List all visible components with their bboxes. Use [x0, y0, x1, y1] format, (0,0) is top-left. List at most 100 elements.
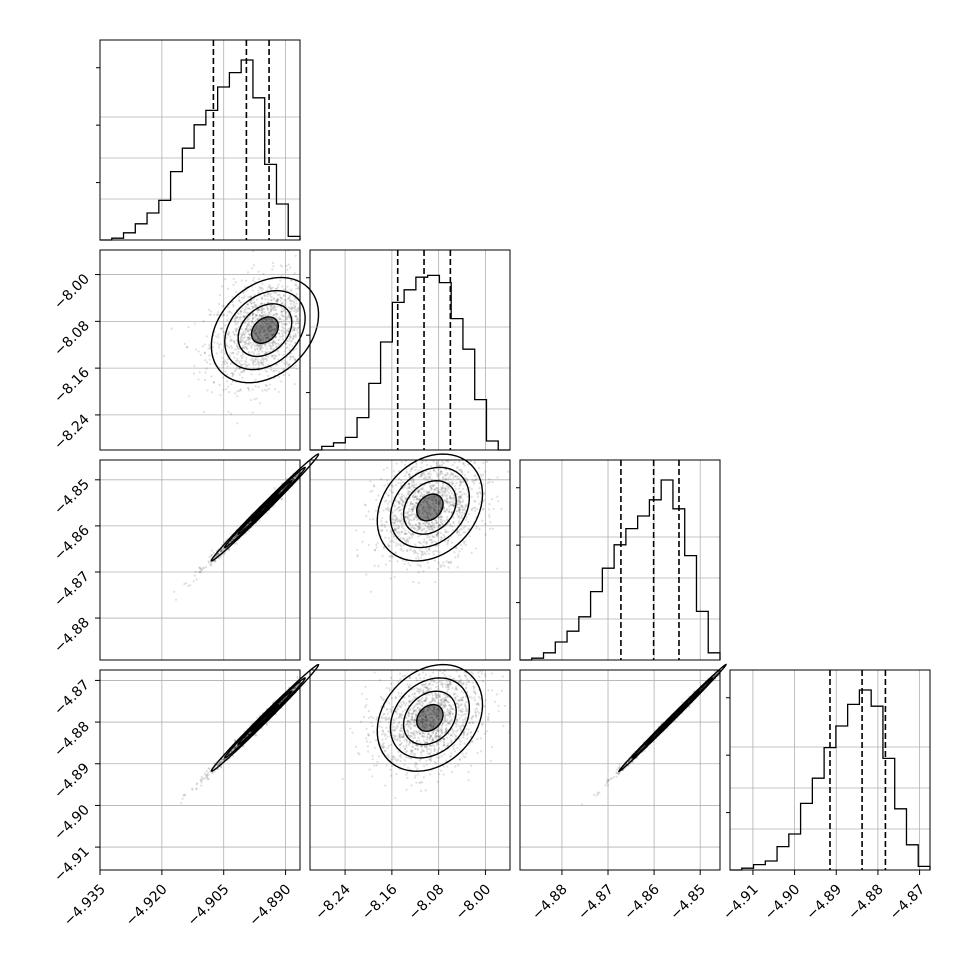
scatter-point: [262, 328, 265, 331]
scatter-point: [445, 518, 449, 521]
scatter-point: [290, 300, 293, 303]
scatter-point: [254, 329, 257, 332]
scatter-point: [251, 320, 255, 324]
scatter-point: [203, 351, 206, 354]
scatter-point: [291, 478, 294, 481]
scatter-point: [427, 524, 430, 528]
scatter-point: [280, 335, 284, 338]
scatter-point: [436, 492, 439, 495]
scatter-point: [400, 495, 404, 498]
scatter-point: [254, 342, 257, 345]
scatter-point: [281, 314, 284, 317]
scatter-point: [233, 319, 237, 322]
scatter-point: [263, 388, 266, 392]
scatter-point: [436, 475, 439, 478]
scatter-point: [192, 580, 195, 583]
scatter-point: [266, 512, 269, 515]
scatter-point: [236, 422, 239, 425]
scatter-point: [419, 474, 422, 477]
scatter-point: [440, 488, 443, 492]
scatter-point: [440, 494, 443, 497]
scatter-point: [292, 303, 296, 306]
scatter-point: [408, 486, 411, 489]
scatter-point: [268, 324, 271, 327]
scatter-point: [443, 473, 447, 477]
scatter-point: [236, 357, 239, 360]
scatter-point: [257, 337, 260, 340]
scatter-point: [463, 464, 466, 467]
scatter-point: [225, 343, 228, 346]
scatter-point: [222, 361, 225, 364]
scatter-point: [289, 336, 292, 339]
scatter-point: [303, 298, 305, 300]
scatter-point: [284, 316, 287, 319]
scatter-point: [289, 335, 292, 339]
scatter-point: [446, 502, 449, 505]
scatter-point: [255, 327, 259, 330]
scatter-point: [410, 510, 414, 513]
scatter-point: [425, 511, 428, 515]
scatter-point: [417, 469, 420, 472]
scatter-point: [412, 481, 416, 484]
scatter-point: [282, 334, 285, 337]
scatter-point: [248, 338, 251, 341]
scatter-point: [234, 320, 237, 323]
scatter-point: [269, 329, 272, 332]
scatter-point: [431, 521, 434, 524]
scatter-point: [263, 334, 266, 337]
scatter-point: [469, 456, 471, 458]
scatter-point: [225, 380, 229, 383]
scatter-point: [245, 325, 248, 328]
scatter-point: [243, 336, 246, 339]
scatter-point: [282, 368, 285, 371]
scatter-point: [449, 524, 452, 527]
scatter-point: [433, 496, 436, 499]
scatter-point: [401, 559, 404, 562]
scatter-point: [244, 321, 247, 324]
scatter-point: [249, 307, 252, 311]
scatter-point: [441, 487, 444, 490]
scatter-point: [400, 492, 404, 496]
panel-frame: [519, 459, 721, 661]
scatter-point: [432, 506, 435, 510]
scatter-point: [415, 502, 419, 505]
scatter-point: [210, 391, 213, 394]
scatter-point: [251, 279, 255, 282]
scatter-point: [422, 544, 425, 547]
scatter-point: [429, 465, 432, 468]
scatter-point: [215, 313, 218, 316]
scatter-point: [244, 339, 248, 342]
scatter-point: [418, 527, 422, 530]
scatter-point: [447, 478, 450, 481]
scatter-point: [418, 424, 420, 426]
scatter-point: [210, 375, 213, 378]
scatter-point: [394, 515, 397, 518]
scatter-point: [307, 322, 309, 324]
scatter-point: [491, 527, 494, 530]
scatter-point: [302, 279, 304, 281]
scatter-point: [395, 542, 398, 545]
scatter-panel-3-0: [99, 663, 320, 871]
scatter-point: [297, 308, 300, 311]
scatter-point: [245, 289, 248, 292]
scatter-point: [433, 508, 436, 511]
scatter-point: [438, 523, 441, 526]
scatter-point: [393, 514, 396, 517]
scatter-point: [291, 329, 294, 332]
scatter-point: [392, 541, 395, 544]
scatter-point: [209, 310, 213, 313]
scatter-point: [408, 564, 412, 567]
scatter-point: [225, 387, 228, 391]
scatter-point: [417, 525, 421, 528]
scatter-point: [271, 328, 274, 331]
scatter-point: [478, 490, 481, 494]
scatter-point: [453, 475, 457, 478]
scatter-point: [269, 322, 272, 325]
scatter-point: [412, 505, 415, 508]
scatter-point: [399, 548, 402, 551]
scatter-point: [410, 479, 413, 482]
scatter-point: [420, 475, 423, 478]
scatter-point: [261, 363, 264, 366]
scatter-point: [415, 444, 417, 446]
scatter-point: [283, 359, 286, 362]
